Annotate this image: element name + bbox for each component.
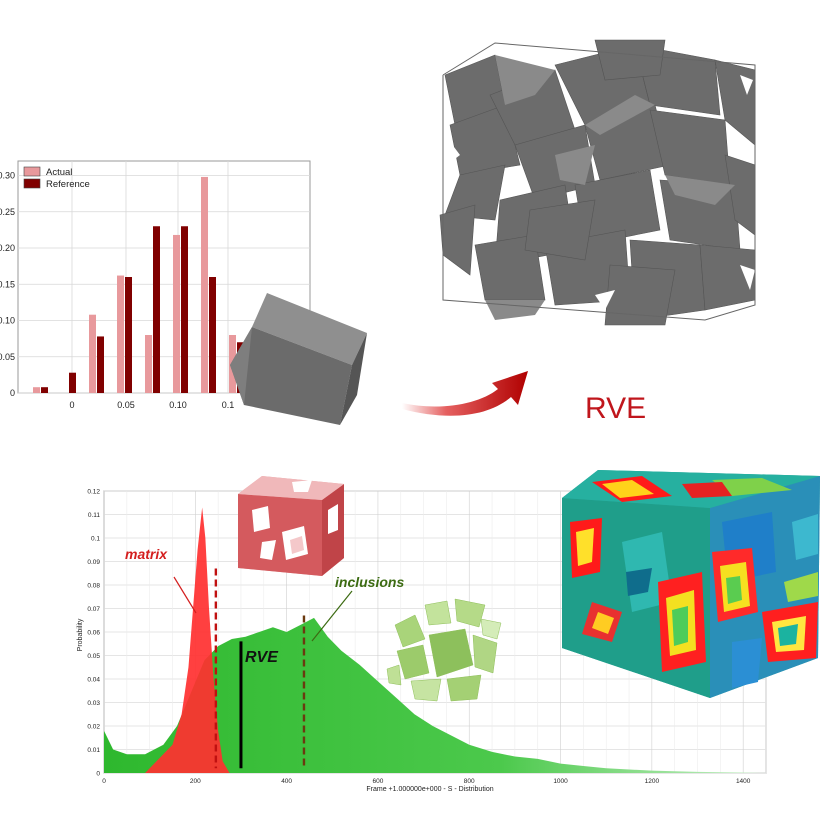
x-tick-label: 0.1 (222, 400, 235, 410)
matrix-label: matrix (125, 546, 168, 562)
y-tick-label: 0.03 (87, 700, 100, 707)
matrix-pointer (173, 576, 197, 614)
y-tick-label: 0.01 (87, 747, 100, 754)
bar-reference (97, 336, 104, 393)
y-tick-label: 0.07 (87, 606, 100, 613)
inclusions-pointer (311, 590, 353, 642)
chart-legend: Actual Reference (23, 166, 90, 190)
x-tick-label: 0.05 (117, 400, 135, 410)
x-tick-label: 1200 (645, 778, 660, 785)
y-tick-label: 0.06 (87, 630, 100, 637)
y-tick-label: 0.04 (87, 677, 100, 684)
bar-actual (173, 234, 180, 393)
rve-marker-label: RVE (245, 649, 279, 666)
y-tick-label: 0.1 (91, 536, 100, 543)
x-tick-label: 400 (281, 778, 292, 785)
matrix-area (145, 507, 230, 773)
bar-actual (89, 314, 96, 393)
bar-actual (33, 387, 40, 393)
bar-reference (153, 226, 160, 393)
matrix-phase-image (238, 476, 344, 576)
y-tick-label: 0 (96, 771, 100, 778)
transition-arrow-icon (402, 371, 528, 416)
inclusions-label: inclusions (335, 574, 404, 590)
y-tick-label: 0.20 (0, 243, 15, 253)
grain-crystal-image (230, 293, 367, 425)
bar-reference (41, 387, 48, 393)
legend-label-reference: Reference (46, 179, 90, 190)
bar-reference (69, 372, 76, 393)
x-tick-label: 200 (190, 778, 201, 785)
y-tick-label: 0.12 (87, 489, 100, 496)
x-tick-label: 1000 (553, 778, 568, 785)
bar-reference (125, 277, 132, 393)
y-tick-label: 0.05 (0, 352, 15, 362)
rve-title: RVE (585, 392, 647, 425)
y-tick-label: 0.10 (0, 316, 15, 326)
y-tick-label: 0.05 (87, 653, 100, 660)
x-tick-label: 800 (464, 778, 475, 785)
y-tick-label: 0.09 (87, 559, 100, 566)
stress-contour-cube-image (562, 470, 820, 698)
bar-reference (209, 277, 216, 393)
y-tick-label: 0 (10, 388, 15, 398)
bar-actual (201, 176, 208, 393)
bar-actual (145, 335, 152, 393)
y-tick-label: 0.08 (87, 583, 100, 590)
x-axis-label: Frame +1.000000e+000 - S - Distribution (366, 786, 493, 793)
bar-reference (181, 226, 188, 393)
inclusions-phase-image (386, 598, 502, 702)
y-tick-label: 0.25 (0, 207, 15, 217)
y-tick-label: 0.11 (88, 512, 101, 519)
rve-grain-cube-image (439, 39, 756, 326)
y-axis-label: Probability (77, 618, 84, 651)
inclusions-area (104, 617, 766, 773)
y-tick-label: 0.02 (87, 724, 100, 731)
x-tick-label: 0.10 (169, 400, 187, 410)
x-tick-label: 600 (373, 778, 384, 785)
x-tick-label: 1400 (736, 778, 751, 785)
y-tick-label: 0.30 (0, 171, 15, 181)
x-tick-label: 0 (102, 778, 106, 785)
bar-actual (117, 275, 124, 393)
legend-label-actual: Actual (46, 167, 72, 178)
x-tick-label: 0 (69, 400, 74, 410)
y-tick-label: 0.15 (0, 279, 15, 289)
